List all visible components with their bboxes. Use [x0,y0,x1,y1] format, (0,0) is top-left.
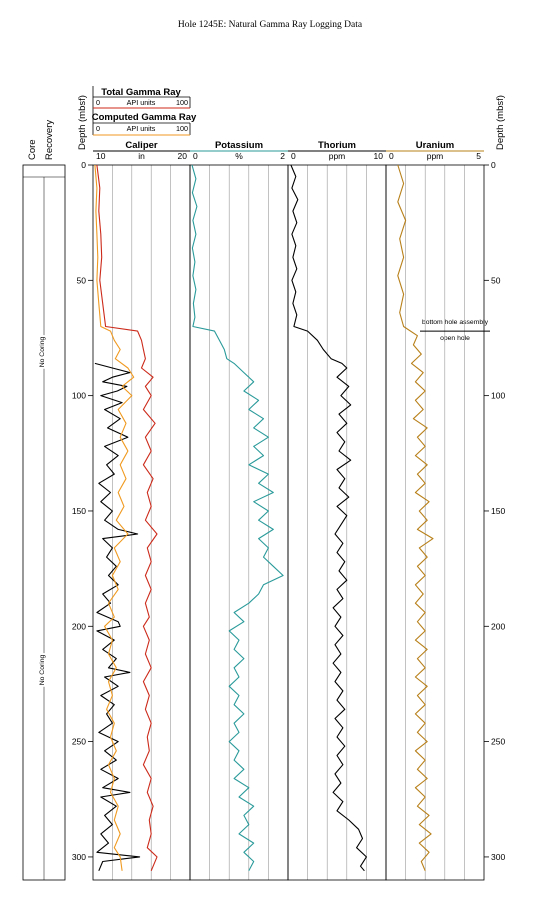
no-coring-upper: No Coring [39,336,46,367]
depth-tick-label-right: 150 [491,506,505,516]
bha-annotation: bottom hole assembly open hole [422,319,489,342]
track-scale-max: 20 [178,151,188,161]
core-recovery-column: Core Recovery No Coring No Coring [22,120,66,881]
series-line-uranium [397,164,434,872]
depth-tick-label-left: 100 [72,391,86,401]
depth-tick-label-left: 150 [72,506,86,516]
track-title-uranium: Uranium [416,140,455,151]
depth-tick-label-right: 250 [491,737,505,747]
legend: Total Gamma Ray 0 API units 100 Computed… [92,86,197,136]
track-scale-min: 0 [291,151,296,161]
depth-tick-label-left: 300 [72,852,86,862]
depth-axis-label-right: Depth (mbsf) [495,95,506,150]
track-scale-min: 0 [193,151,198,161]
legend-total-units: API units [127,98,156,107]
recovery-label: Recovery [44,120,55,160]
track-frame [287,164,387,881]
legend-computed-min: 0 [96,124,100,133]
depth-tick-label-right: 50 [491,275,501,285]
legend-computed-max: 100 [176,124,188,133]
open-hole-label: open hole [440,335,470,342]
depth-tick-label-left: 50 [77,275,87,285]
legend-total-max: 100 [176,98,188,107]
series-line-computed-gamma-ray [94,164,135,871]
depth-tick-label-left: 250 [72,737,86,747]
track-scale-max: 2 [280,151,285,161]
track-scale-max: 10 [374,151,384,161]
series-line-potassium [191,164,284,872]
series-line-total-gamma-ray [96,164,158,872]
track-scale-units: in [138,151,145,161]
track-thorium: Thorium 0 ppm 10 [287,140,387,881]
series-line-thorium [290,164,367,872]
depth-tick-label-right: 300 [491,852,505,862]
depth-tick-label-right: 0 [491,160,496,170]
track-title-thorium: Thorium [318,140,356,151]
legend-computed-title: Computed Gamma Ray [92,112,197,123]
depth-tick-label-left: 200 [72,621,86,631]
track-potassium: Potassium 0% 2 [189,140,289,881]
series-line-caliper [94,362,141,872]
track-scale-units: ppm [427,151,444,161]
track-scale-min: 10 [96,151,106,161]
track-frame [385,164,485,881]
depth-axis-label-left: Depth (mbsf) [77,95,88,150]
figure-title: Hole 1245E: Natural Gamma Ray Logging Da… [178,20,363,30]
track-caliper: Caliper 10 in 20 [92,140,191,881]
bha-label: bottom hole assembly [422,319,489,326]
track-frame [189,164,289,881]
depth-tick-label-left: 0 [81,160,86,170]
track-scale-units: % [235,151,243,161]
track-scale-units: ppm [329,151,346,161]
track-title-potassium: Potassium [215,140,263,151]
legend-total-title: Total Gamma Ray [101,87,181,98]
core-label: Core [27,139,38,160]
track-scale-min: 0 [389,151,394,161]
depth-tick-label-right: 200 [491,621,505,631]
track-uranium: Uranium 0 ppm 5 [385,140,485,881]
no-coring-lower: No Coring [39,654,46,685]
legend-computed-units: API units [127,124,156,133]
depth-tick-label-right: 100 [491,391,505,401]
track-title-caliper: Caliper [125,140,158,151]
legend-total-min: 0 [96,98,100,107]
track-scale-max: 5 [476,151,481,161]
